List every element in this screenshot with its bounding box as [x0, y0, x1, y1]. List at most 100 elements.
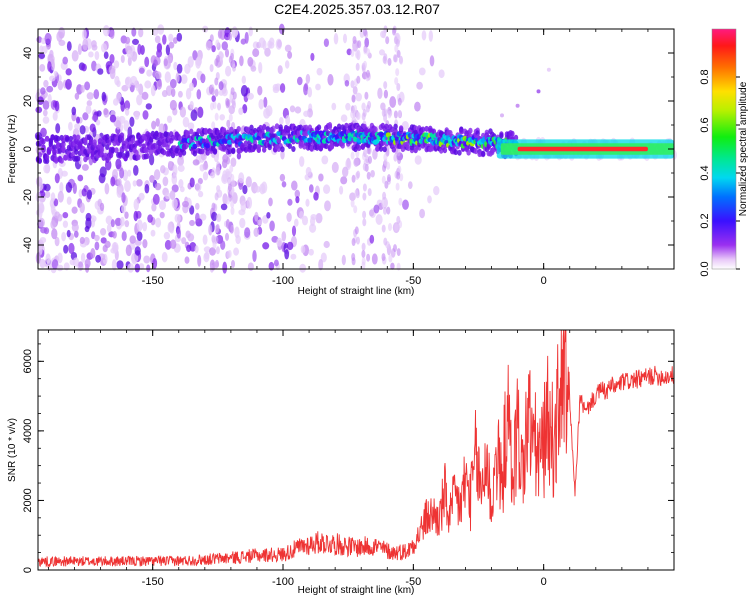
spectrogram-cell	[136, 178, 143, 187]
spectrogram-cell	[351, 174, 356, 183]
spectrogram-cell	[419, 208, 426, 219]
spectrogram-cell	[61, 231, 66, 242]
snr-frame	[37, 329, 675, 571]
spectrogram-cell	[109, 29, 115, 39]
spectrogram-cell	[361, 249, 366, 258]
spectrogram-cell	[286, 212, 292, 223]
spectrogram-cell	[121, 204, 126, 214]
spectrogram-cell	[52, 111, 58, 121]
spectrogram-cell	[284, 60, 290, 69]
spectrogram-cell	[197, 190, 204, 198]
spectrogram-cell	[151, 203, 157, 212]
spectrogram-cell	[179, 106, 187, 118]
spectrogram-cell	[299, 210, 304, 220]
spectrogram-cell	[103, 108, 109, 116]
spectrogram-cell	[120, 54, 125, 64]
spectrogram-cell	[363, 28, 368, 37]
spectrogram-cell	[383, 108, 388, 117]
spectrogram-cell	[364, 127, 369, 134]
spectrogram-cell	[546, 67, 551, 72]
spectrogram-cell	[353, 157, 360, 167]
spectrogram-cell	[135, 83, 140, 92]
spectrogram-cell	[250, 65, 257, 72]
spectrogram-cell	[299, 156, 305, 167]
spectrogram-cell	[114, 75, 120, 86]
spectrogram-cell	[155, 117, 160, 127]
spectrogram-cell	[374, 139, 380, 145]
spectrogram-cell	[81, 163, 89, 171]
spectrogram-cell	[49, 75, 56, 82]
spectrogram-cell	[389, 126, 395, 133]
spectrogram-cell	[211, 234, 216, 243]
spectrogram-cell	[90, 150, 95, 157]
spectrogram-cell	[350, 110, 355, 119]
spectrogram-cell	[57, 252, 63, 264]
spectrogram-cell	[153, 169, 161, 181]
spectrogram-cell	[336, 123, 342, 130]
spectrogram-cell	[170, 88, 176, 98]
spectrogram-cell	[388, 223, 392, 231]
spectrogram-cell	[397, 109, 402, 118]
spectrogram-cell	[305, 198, 310, 207]
spectrogram-cell	[38, 201, 44, 214]
spectrogram-cell	[361, 261, 366, 270]
spectrogram-cell	[231, 148, 236, 155]
spectrogram-cell	[307, 137, 313, 143]
spectrogram-cell	[41, 45, 48, 55]
spectrogram-cell	[268, 261, 275, 271]
spectrogram-cell	[211, 167, 216, 176]
spectrogram-cell	[226, 156, 231, 165]
spectrogram-cell	[194, 245, 199, 254]
spectrogram-cell	[428, 30, 434, 42]
spectrogram-cell	[154, 182, 162, 191]
spectrogram-cell	[149, 174, 155, 183]
spectrogram-cell	[321, 155, 329, 165]
spectrogram-cell	[350, 199, 355, 208]
spectrogram-cell	[54, 100, 60, 112]
spectrogram-cell	[228, 32, 233, 41]
spectrogram-cell	[299, 263, 307, 273]
spectrogram-cell	[77, 43, 82, 56]
spectrogram-cell	[86, 100, 93, 107]
spectrogram-cell	[142, 238, 148, 249]
spectrogram-cell	[262, 124, 267, 130]
spectrogram-cell	[269, 220, 275, 232]
spectrogram-cell	[181, 149, 187, 156]
spectrogram-cell	[214, 112, 219, 121]
spectrogram-cell	[356, 145, 362, 151]
spectrogram-cell	[102, 25, 110, 37]
spectrogram-cell	[301, 215, 309, 226]
spectrogram-cell	[268, 197, 273, 207]
spectrogram-cell	[214, 58, 219, 67]
spectrogram-cell	[148, 154, 155, 166]
spectrogram-cell	[246, 196, 253, 209]
spectrogram-cell	[71, 222, 79, 232]
spectrogram-cell	[97, 68, 104, 75]
spectrogram-cell	[40, 127, 47, 138]
spectrogram-cell	[200, 73, 206, 84]
spectrogram-cell	[134, 110, 140, 120]
spectrogram-cell	[65, 136, 70, 143]
spectrogram-cell	[58, 31, 65, 39]
spectrogram-cell	[42, 100, 50, 110]
spectrogram-cell	[145, 153, 150, 159]
spectrogram-cell	[216, 161, 221, 170]
spectrogram-cell	[44, 190, 51, 199]
spectrogram-cell	[396, 215, 401, 224]
spectrogram-cell	[164, 239, 172, 250]
spectrogram-cell	[154, 35, 161, 44]
spectrogram-cell	[212, 148, 218, 155]
spectrogram-cell	[133, 165, 139, 176]
spectrogram-cell	[120, 216, 125, 227]
spectrogram-cell	[119, 167, 125, 179]
spectrogram-cell	[212, 101, 217, 110]
spectrogram-cell	[110, 219, 115, 228]
spectrogram-cell	[42, 109, 48, 117]
spectrogram-cell	[247, 262, 254, 272]
spectrogram-cell	[195, 182, 202, 192]
spectrogram-cell	[245, 176, 252, 188]
spectrogram-cell	[290, 253, 297, 260]
spectrogram-cell	[44, 135, 50, 142]
spectrogram-cell	[180, 74, 188, 84]
spectrogram-cell	[217, 29, 223, 39]
